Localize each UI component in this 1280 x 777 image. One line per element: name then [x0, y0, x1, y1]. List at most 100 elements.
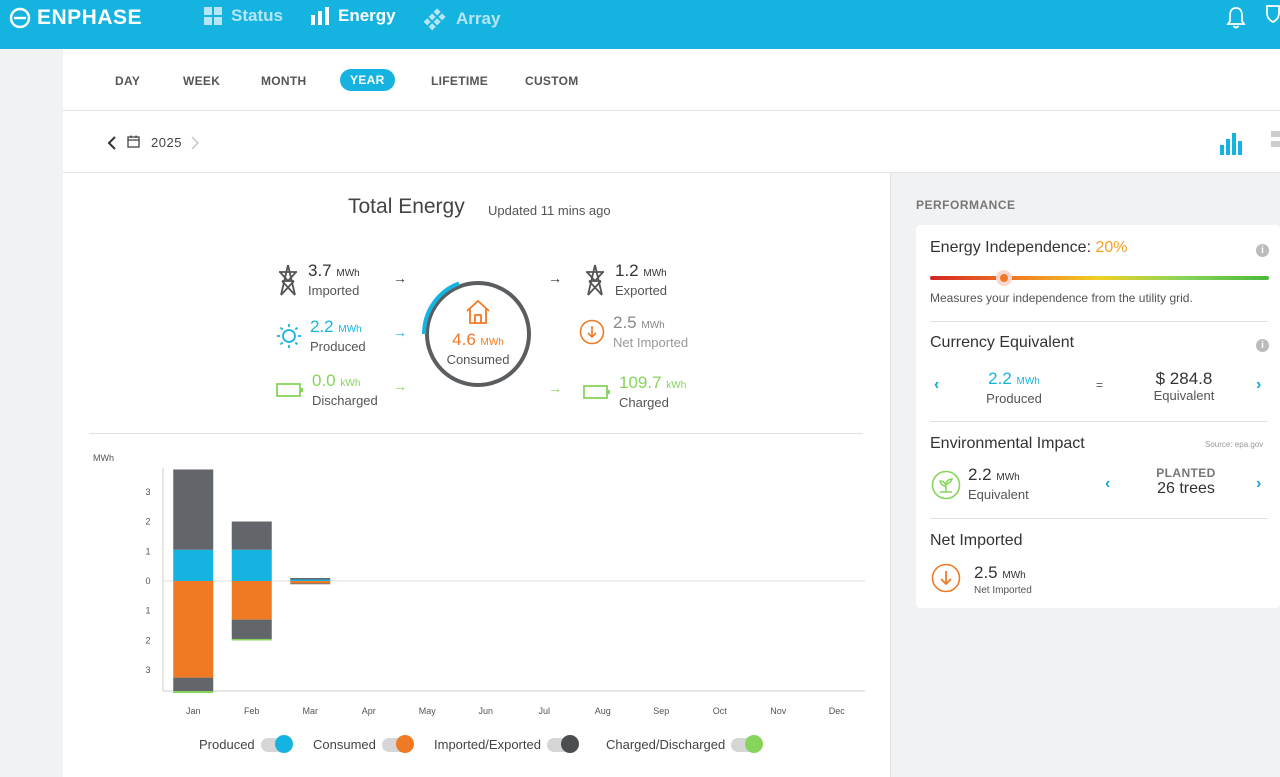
chevron-right-icon[interactable]: › [1256, 475, 1262, 492]
currency-amount: $ 284.8 Equivalent [1138, 370, 1230, 404]
chevron-left-icon[interactable]: ‹ [1105, 475, 1111, 492]
nav-status[interactable]: Status [203, 6, 283, 26]
chevron-left-icon[interactable] [107, 136, 117, 150]
arrow-right-icon: → [393, 378, 407, 394]
nav-array[interactable]: Array [422, 6, 500, 32]
produced-toggle[interactable] [260, 734, 293, 753]
brand-name: ENPHASE [37, 6, 143, 29]
net-imported-card-value: 2.5 [974, 563, 998, 582]
shield-icon [1266, 5, 1280, 24]
produced-arc [421, 281, 460, 335]
discharged-value: 0.0 [312, 371, 336, 390]
independence-title: Energy Independence: 20% [930, 239, 1128, 257]
net-imported-label: Net Imported [613, 335, 689, 350]
currency-amount-label: Equivalent [1153, 388, 1215, 403]
net-imported-card-unit: MWh [1002, 570, 1026, 581]
list-view-icon[interactable] [1271, 129, 1280, 155]
bar-charged [173, 691, 214, 694]
x-tick-label: Apr [362, 706, 376, 716]
legend-consumed[interactable]: Consumed [313, 734, 414, 753]
y-tick-label: 3 [145, 487, 150, 497]
consumed-value: 4.6 [452, 330, 476, 349]
down-arrow-circle-icon [579, 319, 605, 345]
net-imported-value: 2.5 [613, 313, 637, 332]
tab-custom[interactable]: CUSTOM [525, 74, 579, 88]
calendar-icon[interactable] [127, 135, 140, 148]
imported-exported-toggle[interactable] [546, 734, 579, 753]
discharged-unit: kWh [340, 378, 361, 389]
nav-energy[interactable]: Energy [310, 6, 396, 26]
bar-exported [231, 521, 272, 550]
x-tick-label: Aug [595, 706, 611, 716]
bar-chart-view-icon[interactable] [1219, 129, 1245, 155]
arrow-right-icon: → [548, 380, 562, 396]
info-icon[interactable]: i [1256, 339, 1269, 352]
consumed-circle: 4.6 MWh Consumed [425, 281, 531, 387]
arrow-right-icon: → [393, 324, 407, 340]
x-tick-label: Mar [303, 706, 319, 716]
date-bar: 2025 [63, 111, 1280, 173]
brand-logo[interactable]: ENPHASE [9, 6, 142, 30]
notifications-button[interactable] [1226, 6, 1246, 35]
separator [930, 518, 1268, 519]
independence-gauge-marker [995, 270, 1012, 286]
separator [930, 421, 1268, 422]
nav-array-label: Array [456, 9, 501, 28]
bar-imported [231, 619, 272, 639]
performance-title: PERFORMANCE [916, 198, 1016, 212]
consumed-toggle[interactable] [381, 734, 414, 753]
independence-note: Measures your independence from the util… [930, 291, 1193, 305]
charged-discharged-toggle[interactable] [731, 734, 764, 753]
battery-icon [583, 385, 610, 399]
independence-value: 20% [1095, 239, 1128, 256]
produced-label: Produced [310, 339, 366, 354]
currency-produced-value: 2.2 [988, 369, 1012, 388]
produced-stat: 2.2 MWh Produced [276, 318, 366, 354]
tab-week[interactable]: WEEK [183, 74, 221, 88]
y-tick-label: 2 [145, 517, 150, 527]
selected-year[interactable]: 2025 [151, 135, 182, 150]
bar-produced [173, 549, 214, 581]
tab-month[interactable]: MONTH [261, 74, 307, 88]
chevron-right-icon[interactable]: › [1256, 376, 1262, 393]
bar-chart-icon [311, 7, 329, 25]
tab-lifetime[interactable]: LIFETIME [431, 74, 489, 88]
equals-sign: = [1096, 378, 1104, 392]
nav-status-label: Status [231, 6, 283, 25]
y-tick-label: 2 [145, 635, 150, 645]
produced-value: 2.2 [310, 317, 334, 336]
legend-charged-discharged-label: Charged/Discharged [606, 737, 726, 752]
account-button[interactable] [1266, 4, 1280, 29]
y-axis-label: MWh [93, 453, 114, 463]
tab-year[interactable]: YEAR [340, 69, 395, 91]
charged-stat: 109.7 kWh Charged [583, 374, 686, 410]
bar-consumed [290, 580, 331, 584]
legend-charged-discharged[interactable]: Charged/Discharged [606, 734, 764, 753]
environment-unit: MWh [996, 472, 1020, 483]
page-title: Total Energy [348, 195, 465, 218]
chevron-left-icon[interactable]: ‹ [934, 376, 940, 393]
bell-icon [1226, 7, 1246, 29]
arrow-right-icon: → [548, 270, 562, 286]
chevron-right-icon[interactable] [190, 136, 200, 150]
bar-imported [290, 583, 331, 585]
info-icon[interactable]: i [1256, 244, 1269, 257]
exported-stat: 1.2 MWh Exported [583, 262, 667, 298]
legend-produced-label: Produced [199, 737, 255, 752]
currency-produced-unit: MWh [1016, 376, 1040, 387]
x-tick-label: Dec [829, 706, 846, 716]
independence-gauge [930, 276, 1269, 280]
nav-energy-label: Energy [338, 6, 396, 25]
y-tick-label: 3 [145, 665, 150, 675]
bar-produced [231, 549, 272, 581]
exported-label: Exported [615, 283, 668, 298]
exported-value: 1.2 [615, 261, 639, 280]
solar-array-icon [423, 8, 446, 31]
trees-planted: PLANTED 26 trees [1136, 466, 1236, 498]
legend-produced[interactable]: Produced [199, 734, 293, 753]
charged-label: Charged [619, 395, 669, 410]
tab-day[interactable]: DAY [115, 74, 141, 88]
energy-bar-chart: MWh 3 2 1 0 1 2 3 Jan Feb Mar Apr May Jun Jul Aug Sep Oct… [93, 453, 865, 716]
x-tick-label: Oct [713, 706, 728, 716]
legend-imported-exported[interactable]: Imported/Exported [434, 734, 579, 753]
